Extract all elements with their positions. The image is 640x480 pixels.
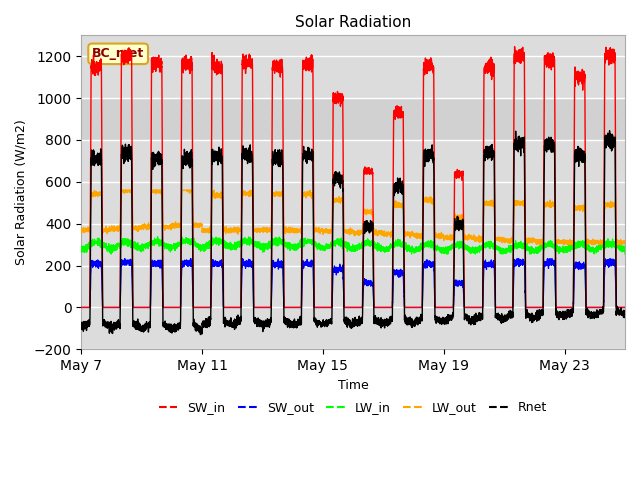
Bar [81,98,625,140]
LW_in [621,251,629,257]
LW_out [621,242,629,248]
SW_out [175,304,182,310]
Line: SW_in: SW_in [81,47,625,307]
LW_out [260,226,268,232]
SW_out [260,304,268,310]
SW_in [621,304,629,310]
SW_in [77,304,85,310]
Line: LW_in: LW_in [81,237,625,254]
LW_in [401,241,409,247]
SW_out [515,255,522,261]
Text: BC_met: BC_met [92,48,144,60]
LW_out [99,229,107,235]
LW_in [615,247,623,252]
Title: Solar Radiation: Solar Radiation [295,15,412,30]
LW_out [90,187,98,193]
LW_in [77,247,85,252]
LW_out [175,223,182,228]
LW_in [99,242,107,248]
Rnet [77,325,85,331]
Rnet [615,312,623,318]
LW_in [175,241,182,247]
SW_out [615,304,623,310]
LW_out [536,242,544,248]
SW_in [99,304,107,310]
LW_in [178,239,186,245]
LW_out [77,226,85,231]
Y-axis label: Solar Radiation (W/m2): Solar Radiation (W/m2) [15,120,28,265]
SW_out [99,304,107,310]
SW_in [401,304,408,310]
LW_out [178,187,186,193]
Line: Rnet: Rnet [81,131,625,335]
SW_in [615,304,623,310]
Rnet [260,324,268,330]
X-axis label: Time: Time [338,379,369,392]
SW_out [77,304,85,310]
Rnet [401,319,408,324]
Line: SW_out: SW_out [81,258,625,307]
Rnet [196,332,204,337]
Rnet [175,326,182,332]
Rnet [605,128,613,133]
SW_in [178,80,186,85]
SW_out [178,264,186,270]
LW_out [615,239,623,245]
Line: LW_out: LW_out [81,190,625,245]
SW_in [511,44,518,49]
Legend: SW_in, SW_out, LW_in, LW_out, Rnet: SW_in, SW_out, LW_in, LW_out, Rnet [154,396,552,420]
SW_in [175,304,182,310]
SW_out [621,304,629,310]
SW_out [401,304,408,310]
Rnet [621,314,629,320]
LW_in [260,247,268,253]
LW_in [154,234,161,240]
LW_in [108,251,115,257]
Rnet [178,171,186,177]
Rnet [99,319,107,324]
SW_in [260,304,268,310]
LW_out [401,228,408,234]
